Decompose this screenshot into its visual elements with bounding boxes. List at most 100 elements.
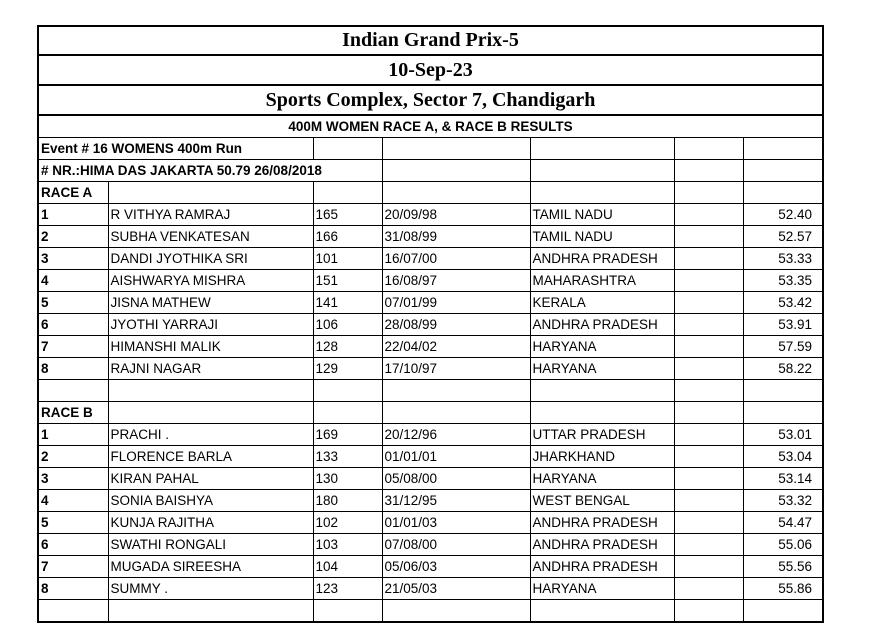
table-row: 8 SUMMY . 123 21/05/03 HARYANA 55.86 <box>37 577 824 600</box>
table-row: 4 SONIA BAISHYA 180 31/12/95 WEST BENGAL 53.3… <box>37 489 824 512</box>
race-header: RACE A <box>37 181 824 204</box>
table-row: 6 JYOTHI YARRAJI 106 28/08/99 ANDHRA PRADESH… <box>37 313 824 336</box>
state: JHARKHAND <box>529 445 675 468</box>
state: TAMIL NADU <box>529 203 675 226</box>
race-header: RACE B <box>37 401 824 424</box>
bib: 165 <box>312 203 383 226</box>
athlete-name: HIMANSHI MALIK <box>107 335 314 358</box>
dob: 05/08/00 <box>381 467 531 490</box>
position: 1 <box>37 203 109 226</box>
bib: 103 <box>312 533 383 556</box>
meet-venue: Sports Complex, Sector 7, Chandigarh <box>37 84 824 116</box>
dob: 28/08/99 <box>381 313 531 336</box>
table-row: 7 MUGADA SIREESHA 104 05/06/03 ANDHRA PRADES… <box>37 555 824 578</box>
state: ANDHRA PRADESH <box>529 533 675 556</box>
time: 55.86 <box>742 577 824 600</box>
bib: 102 <box>312 511 383 534</box>
time: 58.22 <box>742 357 824 380</box>
dob: 21/05/03 <box>381 577 531 600</box>
state: UTTAR PRADESH <box>529 423 675 446</box>
athlete-name: FLORENCE BARLA <box>107 445 314 468</box>
position: 5 <box>37 511 109 534</box>
bib: 151 <box>312 269 383 292</box>
dob: 22/04/02 <box>381 335 531 358</box>
position: 7 <box>37 335 109 358</box>
meet-date: 10-Sep-23 <box>37 54 824 86</box>
bib: 129 <box>312 357 383 380</box>
athlete-name: RAJNI NAGAR <box>107 357 314 380</box>
table-row: 5 JISNA MATHEW 141 07/01/99 KERALA 53.42 <box>37 291 824 314</box>
dob: 20/09/98 <box>381 203 531 226</box>
state: MAHARASHTRA <box>529 269 675 292</box>
time: 53.42 <box>742 291 824 314</box>
state: ANDHRA PRADESH <box>529 313 675 336</box>
athlete-name: AISHWARYA MISHRA <box>107 269 314 292</box>
table-row: 1 PRACHI . 169 20/12/96 UTTAR PRADESH 53.01 <box>37 423 824 446</box>
time: 53.32 <box>742 489 824 512</box>
dob: 17/10/97 <box>381 357 531 380</box>
athlete-name: SUBHA VENKATESAN <box>107 225 314 248</box>
state: HARYANA <box>529 577 675 600</box>
position: 6 <box>37 533 109 556</box>
empty-row <box>37 599 824 623</box>
dob: 05/06/03 <box>381 555 531 578</box>
time: 52.57 <box>742 225 824 248</box>
position: 3 <box>37 247 109 270</box>
dob: 07/01/99 <box>381 291 531 314</box>
position: 2 <box>37 225 109 248</box>
position: 1 <box>37 423 109 446</box>
table-row: 8 RAJNI NAGAR 129 17/10/97 HARYANA 58.22 <box>37 357 824 380</box>
table-row: 4 AISHWARYA MISHRA 151 16/08/97 MAHARASHTRA 5… <box>37 269 824 292</box>
state: HARYANA <box>529 335 675 358</box>
position: 4 <box>37 269 109 292</box>
athlete-name: JYOTHI YARRAJI <box>107 313 314 336</box>
dob: 01/01/01 <box>381 445 531 468</box>
state: ANDHRA PRADESH <box>529 555 675 578</box>
table-row: 3 KIRAN PAHAL 130 05/08/00 HARYANA 53.14 <box>37 467 824 490</box>
position: 2 <box>37 445 109 468</box>
event-label: Event # 16 WOMENS 400m Run <box>37 137 314 160</box>
table-row: 6 SWATHI RONGALI 103 07/08/00 ANDHRA PRADESH… <box>37 533 824 556</box>
bib: 101 <box>312 247 383 270</box>
results-subtitle: 400M WOMEN RACE A, & RACE B RESULTS <box>37 114 824 138</box>
bib: 128 <box>312 335 383 358</box>
athlete-name: KUNJA RAJITHA <box>107 511 314 534</box>
time: 53.14 <box>742 467 824 490</box>
bib: 106 <box>312 313 383 336</box>
dob: 16/08/97 <box>381 269 531 292</box>
athlete-name: JISNA MATHEW <box>107 291 314 314</box>
time: 55.56 <box>742 555 824 578</box>
state: TAMIL NADU <box>529 225 675 248</box>
athlete-name: R VITHYA RAMRAJ <box>107 203 314 226</box>
position: 3 <box>37 467 109 490</box>
time: 53.35 <box>742 269 824 292</box>
results-table: Indian Grand Prix-5 10-Sep-23 Sports Com… <box>37 25 824 623</box>
state: WEST BENGAL <box>529 489 675 512</box>
position: 7 <box>37 555 109 578</box>
athlete-name: DANDI JYOTHIKA SRI <box>107 247 314 270</box>
time: 53.04 <box>742 445 824 468</box>
bib: 169 <box>312 423 383 446</box>
position: 8 <box>37 577 109 600</box>
position: 5 <box>37 291 109 314</box>
time: 52.40 <box>742 203 824 226</box>
table-row: 5 KUNJA RAJITHA 102 01/01/03 ANDHRA PRADESH 5… <box>37 511 824 534</box>
athlete-name: SUMMY . <box>107 577 314 600</box>
dob: 31/12/95 <box>381 489 531 512</box>
empty-row <box>37 379 824 402</box>
dob: 16/07/00 <box>381 247 531 270</box>
table-row: 3 DANDI JYOTHIKA SRI 101 16/07/00 ANDHRA PRA… <box>37 247 824 270</box>
state: HARYANA <box>529 467 675 490</box>
time: 53.01 <box>742 423 824 446</box>
time: 55.06 <box>742 533 824 556</box>
athlete-name: MUGADA SIREESHA <box>107 555 314 578</box>
position: 4 <box>37 489 109 512</box>
athlete-name: PRACHI . <box>107 423 314 446</box>
bib: 141 <box>312 291 383 314</box>
state: ANDHRA PRADESH <box>529 511 675 534</box>
table-row: 2 FLORENCE BARLA 133 01/01/01 JHARKHAND 53.04 <box>37 445 824 468</box>
bib: 123 <box>312 577 383 600</box>
time: 53.33 <box>742 247 824 270</box>
position: 8 <box>37 357 109 380</box>
